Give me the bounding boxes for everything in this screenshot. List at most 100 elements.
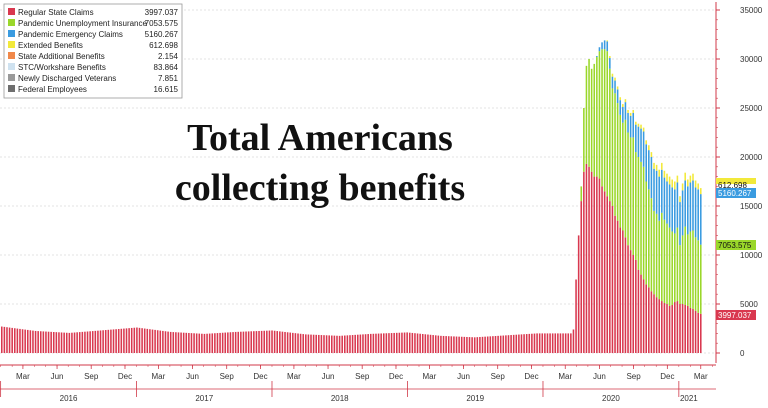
- end-label-extended-benefits: 612.698: [718, 181, 747, 190]
- bar-regular-state-claims: [323, 335, 325, 353]
- bar-pandemic-unemployment-insurance: [648, 189, 650, 288]
- legend: Regular State Claims 3997.037 Pandemic Une…: [3, 3, 183, 99]
- bar-regular-state-claims: [408, 332, 411, 353]
- bar-extended-benefits: [687, 179, 689, 187]
- bar-regular-state-claims: [47, 331, 50, 353]
- bar-regular-state-claims: [175, 332, 177, 353]
- bar-regular-state-claims: [564, 333, 567, 353]
- bar-extended-benefits: [645, 140, 647, 145]
- bar-pandemic-emergency-claims: [648, 150, 650, 190]
- bar-regular-state-claims: [635, 259, 637, 353]
- bar-regular-state-claims: [372, 333, 375, 353]
- bar-regular-state-claims: [68, 332, 71, 353]
- bar-regular-state-claims: [518, 334, 520, 353]
- bar-regular-state-claims: [679, 304, 681, 353]
- bar-pandemic-emergency-claims: [653, 168, 655, 211]
- bar-regular-state-claims: [700, 313, 702, 353]
- bar-pandemic-emergency-claims: [614, 80, 616, 94]
- bar-regular-state-claims: [232, 332, 234, 353]
- bar-regular-state-claims: [331, 335, 333, 353]
- bar-regular-state-claims: [130, 327, 133, 353]
- bar-regular-state-claims: [489, 336, 492, 353]
- bar-regular-state-claims: [65, 332, 68, 353]
- bar-regular-state-claims: [115, 329, 117, 353]
- end-label-box-pandemic-emergency-claims: [716, 188, 756, 198]
- bar-regular-state-claims: [117, 328, 120, 353]
- bar-regular-state-claims: [681, 304, 684, 353]
- bar-regular-state-claims: [450, 336, 453, 353]
- bar-regular-state-claims: [648, 287, 650, 353]
- bar-regular-state-claims: [164, 331, 167, 353]
- x-tick-label: Sep: [220, 372, 235, 381]
- bar-regular-state-claims: [676, 301, 679, 353]
- bar-extended-benefits: [661, 162, 663, 170]
- bar-regular-state-claims: [395, 332, 398, 353]
- bar-regular-state-claims: [369, 333, 372, 353]
- x-tick-label: Jun: [186, 372, 199, 381]
- bar-regular-state-claims: [39, 331, 42, 353]
- bar-regular-state-claims: [273, 330, 276, 353]
- bar-regular-state-claims: [471, 337, 473, 353]
- bar-pandemic-unemployment-insurance: [642, 166, 645, 280]
- bar-pandemic-emergency-claims: [684, 180, 686, 227]
- bar-regular-state-claims: [385, 333, 388, 353]
- bar-extended-benefits: [694, 180, 697, 188]
- bar-regular-state-claims: [375, 333, 377, 353]
- x-axis: Mar Jun Sep Dec Mar Jun Sep Dec Mar Jun Sep Dec Mar J…: [0, 364, 716, 403]
- x-tick-label: Sep: [355, 372, 370, 381]
- legend-swatch-stc-workshare-benefits: [8, 63, 15, 70]
- y-tick-label: 20000: [740, 153, 763, 162]
- bar-regular-state-claims: [19, 328, 21, 353]
- bar-regular-state-claims: [499, 335, 502, 353]
- bar-regular-state-claims: [206, 333, 208, 353]
- bar-regular-state-claims: [24, 329, 26, 353]
- x-year-label: 2021: [680, 394, 698, 403]
- x-tick-label: Dec: [389, 372, 403, 381]
- bar-regular-state-claims: [689, 307, 692, 353]
- x-tick-label: Jun: [457, 372, 470, 381]
- bar-extended-benefits: [676, 175, 679, 183]
- bar-regular-state-claims: [593, 176, 596, 353]
- bar-extended-benefits: [697, 183, 699, 190]
- legend-value-state-additional-benefits: 2.154: [158, 52, 179, 61]
- bar-regular-state-claims: [546, 333, 549, 353]
- bar-regular-state-claims: [429, 334, 432, 353]
- bar-regular-state-claims: [598, 178, 601, 353]
- bar-pandemic-emergency-claims: [624, 102, 627, 120]
- bar-regular-state-claims: [107, 329, 110, 353]
- bar-regular-state-claims: [401, 332, 403, 353]
- bar-regular-state-claims: [102, 330, 104, 353]
- bar-regular-state-claims: [245, 331, 247, 353]
- bar-regular-state-claims: [271, 330, 273, 353]
- bar-pandemic-unemployment-insurance: [596, 57, 598, 177]
- legend-value-pandemic-emergency-claims: 5160.267: [145, 30, 179, 39]
- bar-regular-state-claims: [603, 191, 606, 353]
- bar-regular-state-claims: [78, 332, 81, 353]
- x-year-label: 2017: [195, 394, 213, 403]
- bar-regular-state-claims: [627, 245, 629, 353]
- bar-regular-state-claims: [6, 327, 8, 353]
- legend-label-pandemic-emergency-claims: Pandemic Emergency Claims: [18, 30, 123, 39]
- bar-extended-benefits: [632, 109, 635, 113]
- x-tick-label: Dec: [118, 372, 132, 381]
- bar-regular-state-claims: [276, 331, 279, 353]
- bar-regular-state-claims: [156, 330, 159, 353]
- bar-regular-state-claims: [203, 333, 206, 353]
- bar-regular-state-claims: [390, 333, 393, 353]
- bar-pandemic-unemployment-insurance: [585, 65, 588, 164]
- bar-pandemic-unemployment-insurance: [611, 88, 614, 206]
- bar-regular-state-claims: [398, 332, 401, 353]
- bar-regular-state-claims: [364, 334, 367, 353]
- bar-pandemic-unemployment-insurance: [590, 68, 593, 172]
- bar-regular-state-claims: [357, 334, 359, 353]
- bar-regular-state-claims: [120, 328, 123, 353]
- bar-regular-state-claims: [601, 186, 603, 353]
- legend-label-state-additional-benefits: State Additional Benefits: [18, 52, 105, 61]
- bar-regular-state-claims: [544, 333, 546, 353]
- bar-regular-state-claims: [507, 335, 510, 353]
- bar-regular-state-claims: [380, 333, 382, 353]
- bar-pandemic-emergency-claims: [661, 169, 663, 213]
- bar-regular-state-claims: [476, 337, 479, 353]
- legend-value-newly-discharged-veterans: 7.851: [158, 74, 179, 83]
